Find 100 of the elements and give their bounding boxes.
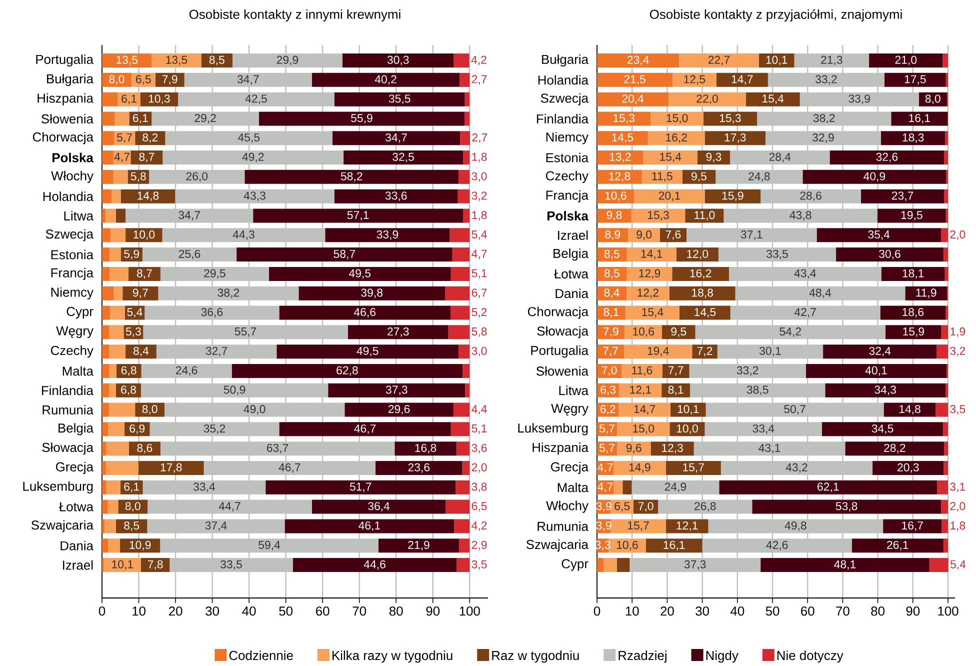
data-label: 12,1 [630,386,651,396]
bar [648,131,705,146]
bar [128,442,160,456]
bar [614,460,666,475]
bar [679,54,759,68]
data-label: 13,5 [166,56,188,66]
bar [597,306,626,320]
data-label: 15,7 [628,522,649,531]
data-label: 7,9 [162,75,178,85]
data-label: 21,3 [821,56,842,66]
bar [697,150,730,165]
data-label: 18,3 [902,133,924,143]
data-label: 5,1 [472,424,487,434]
y-tick-label: Chorwacja [528,306,588,319]
bar [836,248,944,262]
bar [891,112,948,126]
data-label: 10,6 [616,540,638,550]
bar [102,208,106,223]
data-label: 46,6 [354,308,376,318]
bar [102,150,114,165]
legend-label: Nigdy [706,650,738,663]
bar [695,325,886,340]
bar [682,170,716,184]
legend-label: Nie dotyczy [777,650,844,663]
y-tick-label: Portugalia [36,54,94,67]
data-label: 12,0 [687,250,708,260]
y-tick-label: Słowacja [537,326,588,338]
data-label: 50,7 [784,405,806,415]
data-label: 5,3 [126,327,141,337]
data-label: 35,4 [868,230,890,240]
bar [102,460,106,475]
bar [110,266,128,281]
data-label: 29,5 [204,269,226,279]
data-label: 16,7 [902,521,923,531]
data-label: 10,6 [605,192,626,202]
data-label: 8,1 [604,308,619,318]
y-tick-label: Słowenia [42,114,94,124]
bar [106,442,129,456]
bar [130,150,163,165]
data-label: 43,1 [758,444,780,454]
data-label: 37,1 [740,230,762,240]
data-label: 3,8 [472,482,487,492]
data-label: 17,8 [160,463,182,473]
bar [394,442,456,456]
data-label: 33,6 [385,192,407,202]
bar [164,402,345,417]
bar [666,460,721,475]
bar [918,92,947,106]
legend-label: Kilka razy w tygodniu [332,650,452,663]
y-tick-label: Polska [52,152,94,162]
bar [597,228,628,242]
data-label: 5,7 [600,424,614,434]
bar [617,558,630,572]
bar [929,558,948,572]
data-label: 22,7 [708,56,730,66]
bar [279,306,451,320]
data-label: 40,2 [374,75,396,85]
bar [822,422,944,436]
y-tick-label: Szwajcaria [526,540,588,552]
bar [825,383,946,398]
data-label: 6,5 [472,502,487,512]
bar [685,208,724,223]
data-label: 46,1 [358,521,380,531]
bar [376,460,462,475]
data-label: 49,8 [784,521,806,531]
bar [462,364,470,378]
y-tick-label: Luksemburg [23,481,93,494]
x-tick-label: 40 [730,606,744,616]
y-tick-label: Bułgaria [542,54,588,67]
data-label: 14,1 [641,250,662,260]
data-label: 44,6 [364,560,386,570]
y-tick-label: Dania [60,540,94,550]
legend-label: Raz w tygodniu [492,650,579,663]
data-label: 19,4 [648,346,669,356]
data-label: 15,3 [614,114,634,124]
data-label: 8,5 [604,250,620,260]
data-label: 4,7 [472,250,487,260]
data-label: 18,1 [902,269,924,279]
data-label: 6,5 [614,502,630,512]
bar [704,189,761,204]
bar [597,208,632,223]
data-label: 62,1 [818,482,839,492]
data-label: 6,9 [130,424,145,434]
data-label: 10,0 [676,424,698,434]
bar [464,112,470,126]
bar [905,286,947,300]
bar [102,112,115,126]
y-tick-label: Izrael [63,560,93,570]
bar [869,54,943,68]
bar [852,538,944,553]
bar [102,442,106,456]
bar [706,402,884,417]
y-tick-label: Rumunia [538,521,588,531]
bar [342,54,454,68]
bar [334,92,465,106]
bar [142,248,237,262]
data-label: 24,9 [664,482,686,492]
bar [943,248,948,262]
data-label: 14,7 [732,75,753,85]
bar [102,538,108,553]
